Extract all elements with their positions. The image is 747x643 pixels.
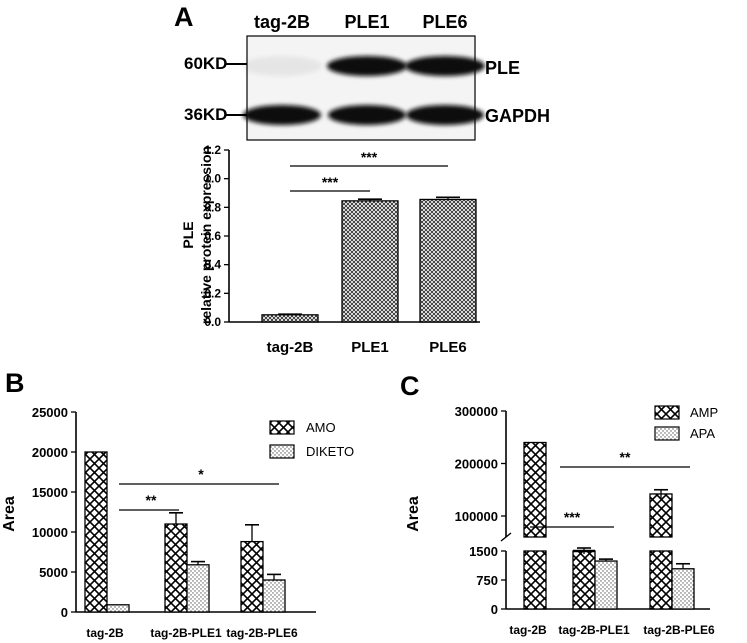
- chart-c-bar-apa: [594, 560, 618, 610]
- chart-a-y-tick-label: 0.6: [204, 229, 221, 243]
- chart-b-x-tick-label: tag-2B-PLE1: [150, 626, 222, 640]
- chart-b-y-tick-label: 10000: [32, 525, 68, 540]
- chart-a: PLE relative protein expression 0.0 0.2 0.…: [180, 143, 480, 356]
- chart-a-bar: [419, 198, 477, 323]
- chart-b-y-tick-label: 20000: [32, 445, 68, 460]
- blot-lane-label: tag-2B: [254, 12, 310, 32]
- chart-a-significance-label: ***: [322, 174, 339, 190]
- chart-c-ylabel: Area: [405, 496, 422, 532]
- chart-c-y-tick-label: 100000: [455, 509, 498, 524]
- chart-c-y-tick-label: 1500: [469, 544, 498, 559]
- chart-c-x-tick-label: tag-2B-PLE1: [558, 623, 630, 637]
- chart-c-axis-break-mark: [500, 532, 512, 542]
- chart-a-bar: [261, 314, 319, 323]
- chart-c-bar-amp: [572, 550, 596, 610]
- band-label-ple: PLE: [485, 58, 520, 78]
- chart-b-bar-diketo: [106, 604, 130, 613]
- chart-b-bar-diketo: [186, 564, 210, 613]
- chart-c-legend-label: APA: [690, 426, 715, 441]
- chart-c-bar-amp: [649, 550, 673, 610]
- chart-b-y-tick-label: 0: [61, 605, 68, 620]
- ple-band: [405, 56, 485, 76]
- chart-b-bar-amo: [240, 540, 264, 613]
- blot-bands: [242, 56, 485, 125]
- chart-c-legend-swatch-amp: [654, 405, 680, 420]
- blot-lane-label: PLE6: [422, 12, 467, 32]
- chart-a-x-tick-label: tag-2B: [267, 339, 314, 356]
- chart-a-y-tick-label: 1.0: [204, 172, 221, 186]
- chart-b-y-tick-label: 15000: [32, 485, 68, 500]
- marker-label-60kd: 60KD: [184, 54, 227, 73]
- chart-b-ylabel: Area: [1, 496, 18, 532]
- chart-c-bar-amp-upper: [523, 441, 547, 538]
- chart-b-significance-label: *: [198, 466, 204, 482]
- chart-a-y-tick-label: 0.0: [204, 315, 221, 329]
- chart-c-legend-swatch-apa: [654, 426, 680, 441]
- chart-a-y-tick-label: 0.8: [204, 200, 221, 214]
- gapdh-band: [243, 105, 321, 125]
- chart-a-y-tick-label: 0.4: [204, 258, 221, 272]
- chart-c-y-tick-label: 200000: [455, 457, 498, 472]
- blot-lane-label: PLE1: [344, 12, 389, 32]
- chart-c-x-tick-label: tag-2B: [509, 623, 547, 637]
- chart-c-bar-amp-upper: [649, 493, 673, 538]
- panel-a-label: A: [174, 2, 194, 32]
- marker-label-36kd: 36KD: [184, 105, 227, 124]
- blot-lane-labels: tag-2B PLE1 PLE6: [254, 12, 468, 32]
- chart-c: Area 100000 200000 300000 0 750 1500 tag-2B tag…: [405, 404, 718, 637]
- chart-b-legend-label: DIKETO: [306, 444, 354, 459]
- chart-a-ylabel2: relative protein expression: [198, 146, 214, 324]
- ple-band: [327, 56, 407, 76]
- chart-b-x-tick-label: tag-2B-PLE6: [226, 626, 298, 640]
- chart-a-y-tick-label: 1.2: [204, 143, 221, 157]
- chart-c-y-tick-label: 0: [491, 602, 498, 617]
- chart-b-y-tick-label: 25000: [32, 405, 68, 420]
- chart-a-ylabel: PLE: [180, 221, 196, 248]
- chart-c-bar-amp: [523, 550, 547, 610]
- chart-c-significance-label: **: [620, 449, 631, 465]
- chart-b-y-tick-label: 5000: [39, 565, 68, 580]
- chart-b-bar-amo: [84, 451, 108, 613]
- band-label-gapdh: GAPDH: [485, 106, 550, 126]
- chart-b-significance-label: **: [146, 492, 157, 508]
- chart-b: Area 0 5000 10000 15000 20000 25000 tag-2B tag-…: [1, 405, 354, 640]
- chart-a-x-tick-label: PLE1: [351, 339, 389, 356]
- chart-a-bar: [341, 200, 399, 323]
- chart-b-legend-swatch-diketo: [269, 444, 295, 459]
- chart-b-legend-swatch-amo: [269, 420, 295, 435]
- panel-c-label: C: [400, 371, 420, 401]
- chart-c-significance-label: ***: [564, 509, 581, 525]
- panel-b-label: B: [5, 368, 25, 398]
- chart-c-bar-apa: [671, 568, 695, 610]
- chart-c-y-tick-label: 300000: [455, 404, 498, 419]
- ple-band: [242, 56, 322, 76]
- chart-a-y-tick-label: 0.2: [204, 286, 221, 300]
- chart-a-significance-label: ***: [361, 149, 378, 165]
- chart-b-legend-label: AMO: [306, 420, 336, 435]
- chart-c-legend-label: AMP: [690, 405, 718, 420]
- gapdh-band: [328, 105, 406, 125]
- chart-c-x-tick-label: tag-2B-PLE6: [643, 623, 715, 637]
- chart-a-x-tick-label: PLE6: [429, 339, 467, 356]
- chart-c-y-tick-label: 750: [476, 573, 498, 588]
- gapdh-band: [406, 105, 484, 125]
- chart-b-x-tick-label: tag-2B: [86, 626, 124, 640]
- chart-b-bar-diketo: [262, 579, 286, 613]
- chart-b-bar-amo: [164, 523, 188, 613]
